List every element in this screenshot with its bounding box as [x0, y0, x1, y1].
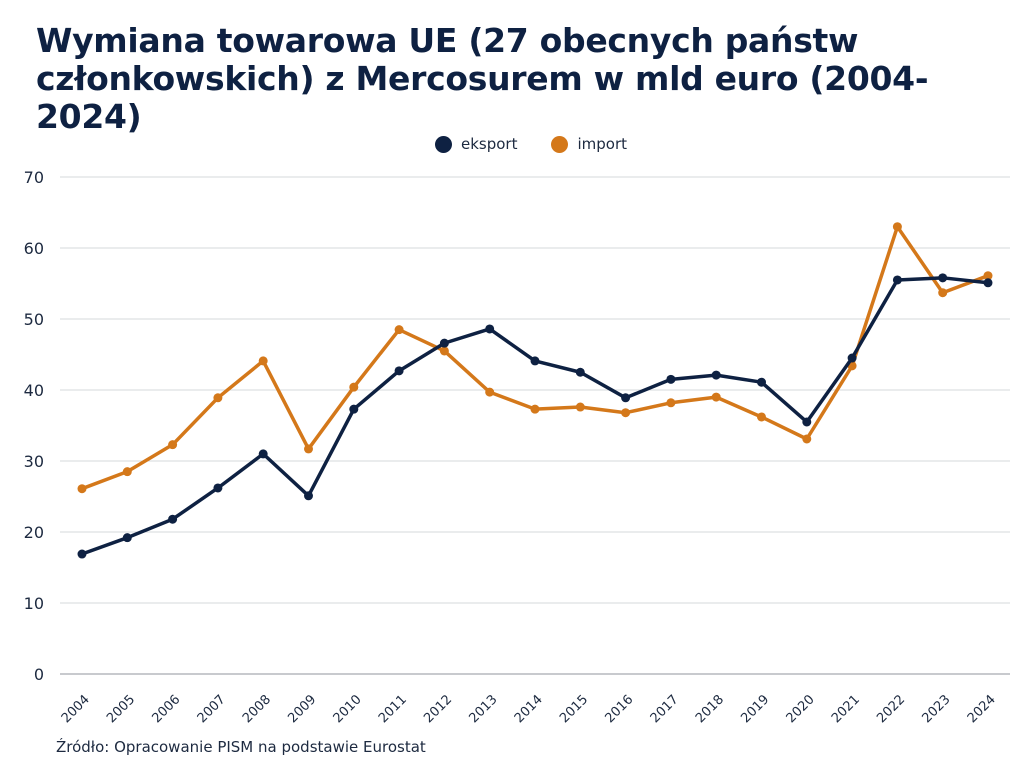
data-point-import — [213, 393, 223, 403]
data-point-import — [304, 444, 313, 454]
x-tick-label: 2015 — [557, 692, 591, 726]
x-tick-label: 2004 — [59, 692, 93, 726]
y-tick-label: 20 — [24, 523, 44, 542]
series-group — [77, 222, 993, 559]
data-point-eksport — [802, 417, 812, 427]
x-tick-label: 2013 — [467, 692, 501, 726]
y-tick-label: 30 — [24, 452, 44, 471]
data-point-import — [757, 412, 766, 422]
y-tick-label: 40 — [24, 381, 44, 400]
y-tick-label: 70 — [24, 168, 44, 187]
data-point-eksport — [530, 356, 540, 366]
source-note: Źródło: Opracowanie PISM na podstawie Eu… — [56, 738, 426, 756]
series-eksport — [77, 273, 993, 559]
legend: eksport import — [435, 135, 627, 153]
data-point-import — [530, 404, 540, 414]
data-point-eksport — [168, 514, 178, 524]
legend-marker-import — [551, 135, 569, 153]
data-point-import — [666, 398, 676, 408]
x-tick-label: 2018 — [693, 692, 727, 726]
data-point-eksport — [575, 367, 585, 377]
x-tick-label: 2007 — [195, 692, 229, 726]
data-point-eksport — [258, 449, 268, 459]
x-tick-label: 2010 — [331, 692, 365, 726]
data-point-eksport — [938, 273, 948, 283]
y-tick-label: 10 — [24, 594, 44, 613]
x-tick-label: 2012 — [421, 692, 455, 726]
data-point-import — [122, 467, 132, 477]
data-point-eksport — [711, 370, 721, 380]
data-point-eksport — [847, 353, 857, 363]
x-tick-label: 2023 — [920, 692, 954, 726]
x-tick-label: 2024 — [965, 692, 999, 726]
x-tick-label: 2020 — [784, 692, 818, 726]
x-axis-ticks: 2004 2005 2006 2007 2008 2009 2010 2011 2012 2013… — [59, 692, 999, 726]
data-point-import — [621, 408, 631, 418]
data-point-import — [439, 346, 449, 356]
data-point-import — [892, 222, 902, 232]
data-point-eksport — [439, 338, 449, 348]
data-point-eksport — [666, 374, 676, 384]
data-point-import — [168, 440, 178, 450]
data-point-eksport — [394, 366, 404, 376]
data-point-eksport — [213, 483, 223, 493]
data-point-import — [485, 387, 495, 397]
data-point-import — [711, 392, 721, 402]
x-tick-label: 2016 — [602, 692, 636, 726]
series-import — [77, 222, 993, 494]
data-point-eksport — [77, 549, 87, 559]
x-tick-label: 2021 — [829, 692, 863, 726]
chart-title: Wymiana towarowa UE (27 obecnych państw … — [36, 21, 929, 136]
legend-item-eksport: eksport — [435, 135, 517, 153]
x-tick-label: 2006 — [149, 692, 183, 726]
x-tick-label: 2011 — [376, 692, 410, 726]
x-tick-label: 2005 — [104, 692, 138, 726]
data-point-import — [394, 325, 404, 335]
y-tick-label: 60 — [24, 239, 44, 258]
x-tick-label: 2008 — [240, 692, 274, 726]
data-point-eksport — [983, 278, 993, 288]
data-point-eksport — [892, 275, 902, 285]
data-point-import — [983, 271, 993, 281]
x-tick-label: 2017 — [648, 692, 682, 726]
data-point-import — [258, 356, 268, 366]
y-axis-ticks: 0 10 20 30 40 50 60 70 — [24, 168, 44, 684]
data-point-import — [77, 484, 87, 494]
x-tick-label: 2014 — [512, 692, 546, 726]
data-point-eksport — [485, 324, 495, 334]
legend-marker-eksport — [435, 135, 452, 153]
y-tick-label: 0 — [34, 665, 44, 684]
data-point-eksport — [621, 393, 631, 403]
data-point-import — [802, 434, 812, 444]
x-tick-label: 2009 — [285, 692, 319, 726]
legend-label-eksport: eksport — [461, 135, 518, 153]
gridlines — [60, 176, 1010, 675]
legend-item-import: import — [551, 135, 627, 153]
data-point-import — [938, 288, 948, 298]
y-tick-label: 50 — [24, 310, 44, 329]
legend-label-import: import — [577, 135, 628, 153]
data-point-import — [575, 402, 585, 412]
data-point-import — [349, 382, 359, 392]
data-point-eksport — [349, 404, 359, 414]
data-point-eksport — [122, 533, 132, 543]
x-tick-label: 2019 — [738, 692, 772, 726]
data-point-eksport — [304, 491, 313, 501]
x-tick-label: 2022 — [874, 692, 908, 726]
data-point-eksport — [757, 377, 766, 387]
